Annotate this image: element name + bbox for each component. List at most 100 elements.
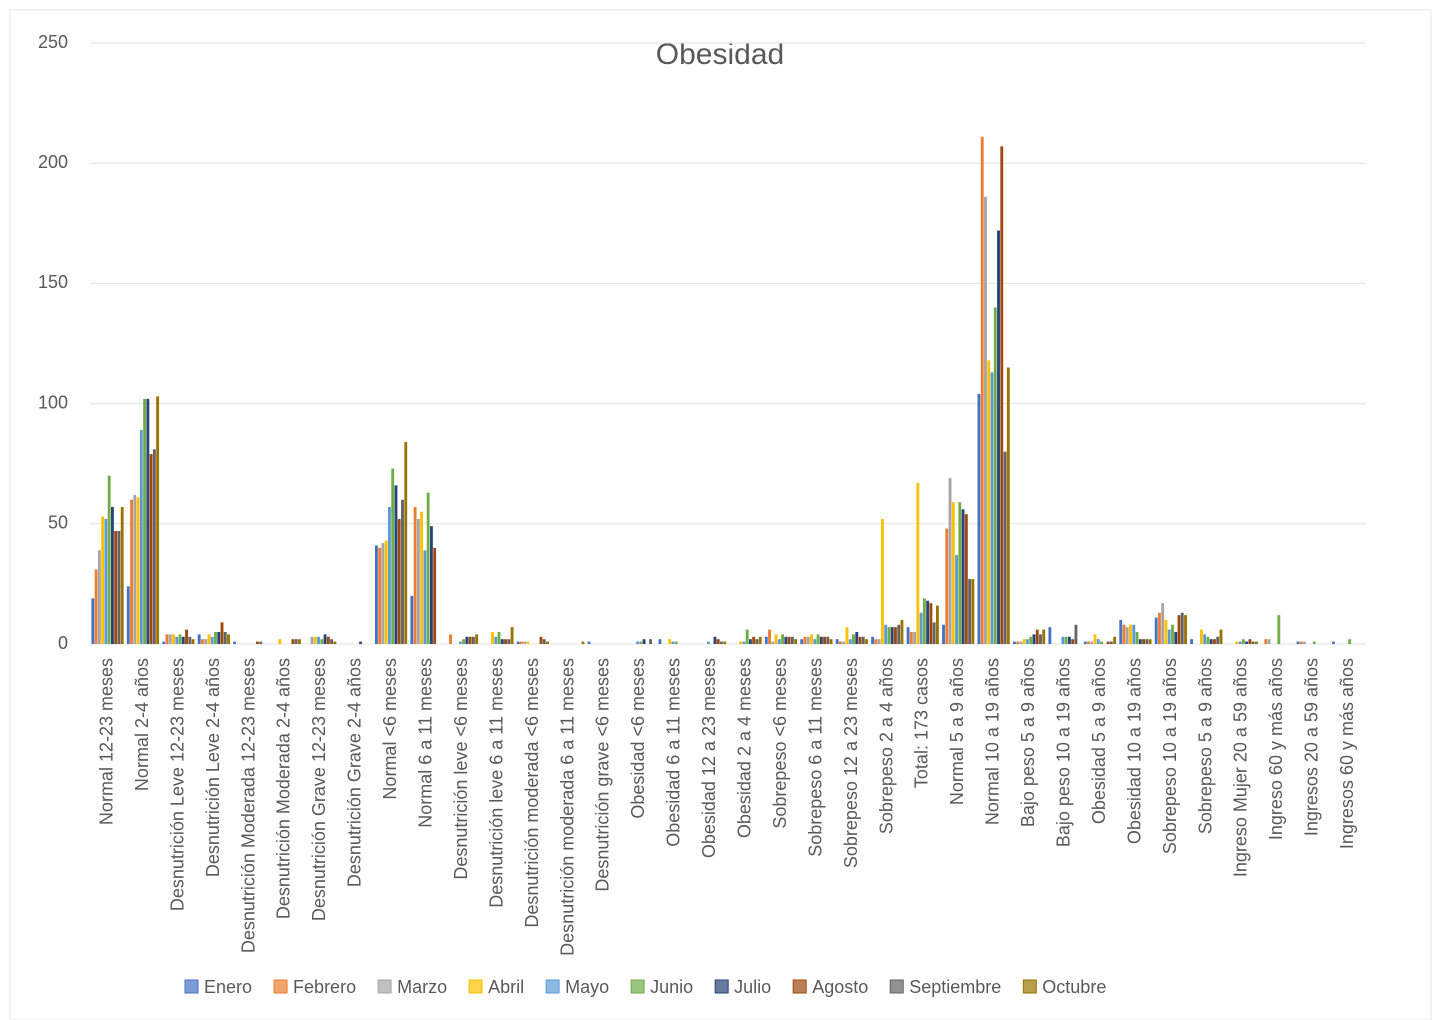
bar: [384, 540, 388, 644]
bar: [165, 634, 169, 644]
bar: [510, 627, 514, 644]
bar: [101, 516, 105, 644]
bar: [768, 629, 771, 644]
bar: [413, 506, 417, 644]
bar: [381, 543, 385, 644]
bar: [871, 636, 875, 644]
legend-swatch: [545, 979, 560, 994]
bar: [201, 639, 204, 644]
bar: [1122, 624, 1126, 644]
bar: [587, 641, 591, 644]
bar: [787, 636, 791, 644]
bar: [1029, 636, 1033, 644]
bar: [855, 631, 859, 644]
y-tick-label: 200: [38, 152, 68, 172]
bar: [823, 636, 826, 644]
bar: [91, 598, 95, 644]
bar: [126, 586, 130, 644]
bar: [181, 636, 185, 644]
x-tick-label: Obesidad 6 a 11 meses: [664, 658, 684, 847]
legend-label: Julio: [734, 977, 771, 997]
x-tick-label: Obesidad <6 meses: [628, 658, 648, 819]
x-tick-label: Desnutrición grave <6 meses: [593, 658, 613, 892]
bar: [297, 639, 301, 644]
bar: [997, 230, 1000, 644]
bar: [168, 634, 172, 644]
bar: [1003, 451, 1007, 644]
bar: [813, 639, 817, 644]
bar: [500, 639, 504, 644]
bar: [1061, 636, 1065, 644]
bar: [359, 641, 362, 644]
bar: [942, 624, 945, 644]
bar: [333, 641, 337, 644]
bar: [800, 639, 804, 644]
bar: [433, 547, 437, 644]
bar: [1203, 634, 1207, 644]
x-tick-label: Obesidad 12 a 23 meses: [699, 658, 719, 858]
bar: [542, 639, 546, 644]
bar: [1251, 641, 1255, 644]
bar: [539, 636, 543, 644]
bar: [877, 639, 881, 644]
bar: [794, 639, 798, 644]
bar: [310, 636, 314, 644]
x-tick-label: Desnutrición leve <6 meses: [451, 658, 471, 880]
bar: [1312, 641, 1316, 644]
bar: [1109, 641, 1113, 644]
bar: [752, 636, 756, 644]
bar: [1087, 641, 1090, 644]
bar: [771, 641, 775, 644]
x-tick-label: Normal 5 a 9 años: [947, 658, 967, 805]
bar: [114, 531, 118, 644]
bar: [458, 641, 462, 644]
bar: [810, 634, 813, 644]
bar: [130, 499, 133, 644]
bar: [906, 627, 910, 644]
bar: [1093, 634, 1097, 644]
bar: [764, 636, 768, 644]
bar: [1248, 639, 1252, 644]
bar: [1296, 641, 1300, 644]
bar: [497, 631, 501, 644]
bar: [720, 641, 723, 644]
bar: [1083, 641, 1087, 644]
bar: [816, 634, 820, 644]
bar: [1171, 624, 1174, 644]
bar: [491, 631, 494, 644]
bar: [313, 636, 317, 644]
bar: [546, 641, 549, 644]
bar: [191, 639, 195, 644]
x-tick-label: Normal 2-4 años: [132, 658, 152, 791]
bar: [745, 629, 749, 644]
bar: [104, 518, 108, 644]
legend-label: Octubre: [1042, 977, 1106, 997]
bar: [468, 636, 472, 644]
bar: [919, 612, 923, 644]
bar: [739, 641, 743, 644]
bar: [1006, 367, 1010, 644]
bar: [784, 636, 788, 644]
bar: [755, 639, 759, 644]
bar: [874, 639, 878, 644]
bar: [1180, 612, 1184, 644]
bar: [1035, 629, 1039, 644]
bar: [394, 485, 398, 644]
bar: [932, 622, 936, 644]
bar: [636, 641, 639, 644]
bar: [471, 636, 475, 644]
bar: [330, 639, 334, 644]
legend-swatch: [889, 979, 904, 994]
bar: [294, 639, 298, 644]
x-tick-label: Bajo peso 5 a 9 años: [1018, 658, 1038, 827]
legend-label: Agosto: [812, 977, 868, 997]
y-tick-label: 250: [38, 32, 68, 52]
x-tick-label: Desnutrición Leve 12-23 meses: [167, 658, 187, 911]
bar: [1100, 641, 1104, 644]
bar: [774, 634, 778, 644]
bar: [1032, 634, 1036, 644]
x-tick-label: Sobrepeso 2 a 4 años: [876, 658, 896, 834]
legend-swatch: [468, 979, 483, 994]
bar: [426, 492, 430, 644]
bar: [1125, 627, 1129, 644]
